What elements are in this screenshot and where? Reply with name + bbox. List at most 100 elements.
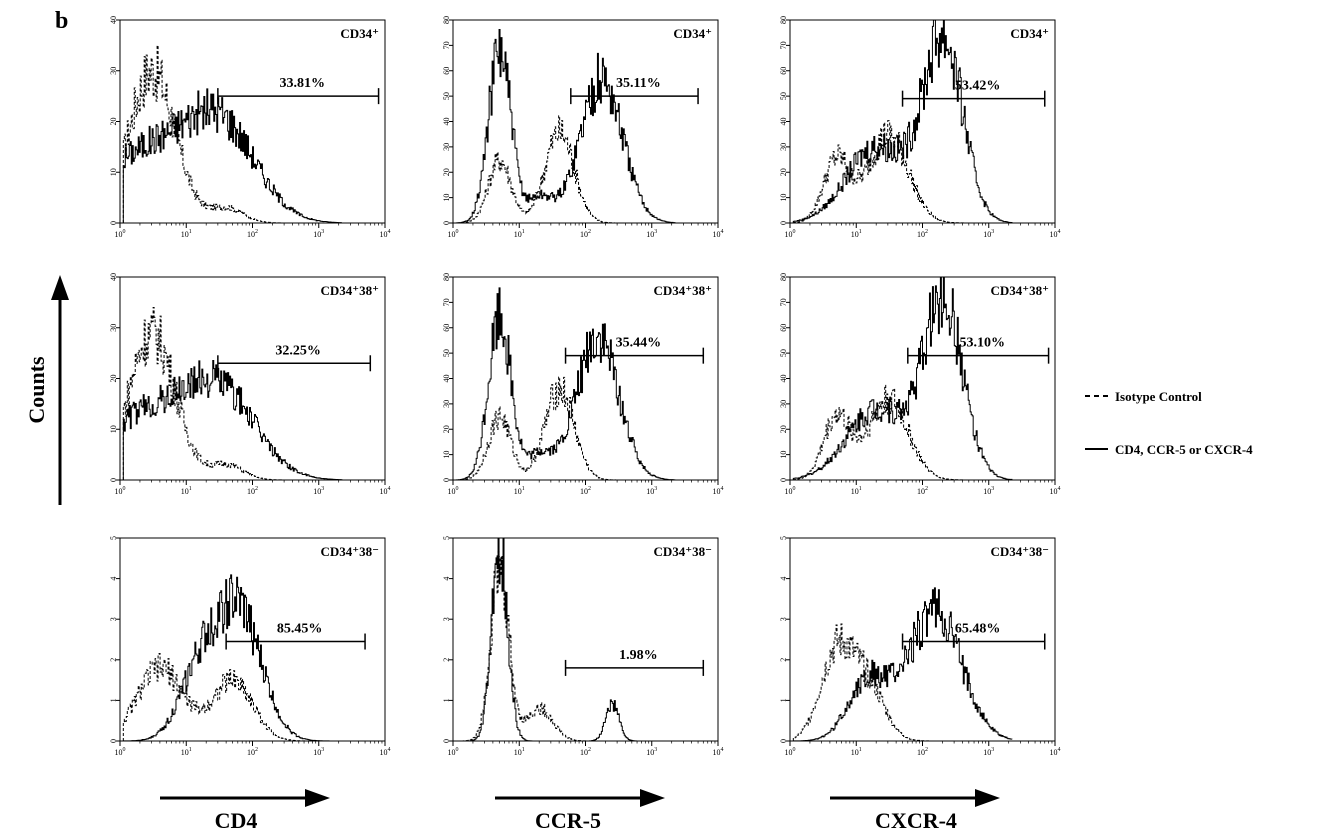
plot-frame — [789, 19, 1056, 224]
marker-trace — [122, 360, 343, 481]
y-tick-label: 1 — [779, 698, 788, 702]
y-axis-arrow — [51, 275, 69, 505]
histogram-panel-2-1: 100 101 102 103 104 0 1 2 3 4 5 1.98% CD34⁺38⁻ — [442, 536, 724, 757]
y-tick-label: 20 — [779, 425, 788, 433]
y-tick-label: 0 — [779, 478, 788, 482]
gate-bar — [564, 347, 705, 364]
population-label: CD34⁺38⁺ — [654, 283, 713, 298]
marker-trace — [122, 574, 343, 742]
plot-frame — [452, 19, 719, 224]
x-tick-label: 101 — [851, 747, 862, 757]
x-tick-label: 103 — [313, 747, 324, 757]
percent-label: 35.11% — [616, 76, 661, 91]
population-label: CD34⁺ — [1010, 26, 1049, 41]
x-axis-arrow-ccr5 — [495, 789, 665, 807]
y-tick-label: 0 — [779, 221, 788, 225]
x-tick-label: 103 — [983, 229, 994, 239]
x-tick-label: 100 — [115, 486, 126, 496]
y-tick-label: 10 — [109, 168, 118, 176]
population-label: CD34⁺ — [673, 26, 712, 41]
percent-label: 35.44% — [616, 336, 662, 351]
y-tick-label: 20 — [442, 168, 451, 176]
x-tick-label: 103 — [313, 486, 324, 496]
histogram-panel-0-1: 100 101 102 103 104 0 10 20 30 40 50 60 70 80 35.11% CD… — [442, 16, 724, 239]
gate-bar — [217, 355, 372, 372]
marker-trace — [455, 28, 676, 224]
isotype-control-trace — [455, 376, 675, 481]
x-tick-label: 103 — [983, 486, 994, 496]
histogram-panel-1-0: 100 101 102 103 104 0 10 20 30 40 32.25% CD34⁺38⁺ — [109, 273, 391, 496]
x-axis-arrow-cd4 — [160, 789, 330, 807]
histogram-panel-1-2: 100 101 102 103 104 0 10 20 30 40 50 60 70 80 53.10% CD… — [779, 273, 1061, 496]
population-label: CD34⁺38⁻ — [991, 544, 1050, 559]
x-tick-label: 104 — [1050, 486, 1061, 496]
y-tick-label: 70 — [779, 298, 788, 306]
x-tick-label: 101 — [181, 486, 192, 496]
x-tick-label: 104 — [1050, 747, 1061, 757]
y-tick-label: 0 — [442, 221, 451, 225]
y-tick-label: 10 — [779, 194, 788, 202]
y-tick-label: 0 — [779, 739, 788, 743]
y-tick-label: 40 — [442, 118, 451, 126]
x-tick-label: 104 — [380, 486, 391, 496]
percent-label: 53.42% — [955, 79, 1001, 94]
x-axis-arrow-cxcr4 — [830, 789, 1000, 807]
y-tick-label: 3 — [442, 617, 451, 621]
gate-bar — [907, 347, 1050, 364]
x-tick-label: 103 — [983, 747, 994, 757]
marker-trace — [122, 88, 343, 224]
y-tick-label: 30 — [109, 324, 118, 332]
x-tick-label: 104 — [713, 229, 724, 239]
x-tick-label: 102 — [247, 229, 258, 239]
x-tick-label: 101 — [514, 486, 525, 496]
y-tick-label: 30 — [109, 67, 118, 75]
population-label: CD34⁺ — [340, 26, 379, 41]
y-tick-label: 20 — [779, 168, 788, 176]
y-tick-label: 80 — [779, 273, 788, 281]
y-tick-label: 40 — [779, 118, 788, 126]
isotype-control-trace — [122, 653, 342, 742]
histogram-panel-0-0: 100 101 102 103 104 0 10 20 30 40 33.81% CD34⁺ — [109, 16, 391, 239]
isotype-control-trace — [455, 115, 675, 224]
x-tick-label: 102 — [580, 747, 591, 757]
x-tick-label: 102 — [580, 486, 591, 496]
marker-trace — [792, 19, 1013, 224]
y-tick-label: 20 — [109, 118, 118, 126]
y-tick-label: 0 — [109, 478, 118, 482]
x-tick-label: 102 — [917, 747, 928, 757]
y-tick-label: 50 — [442, 349, 451, 357]
population-label: CD34⁺38⁺ — [321, 283, 380, 298]
x-tick-label: 101 — [851, 229, 862, 239]
x-tick-label: 100 — [448, 747, 459, 757]
y-tick-label: 4 — [442, 577, 451, 581]
isotype-control-trace — [792, 623, 1012, 742]
plot-frame — [452, 537, 719, 742]
gate-bar — [225, 633, 366, 650]
marker-trace — [455, 287, 676, 481]
y-tick-label: 2 — [109, 658, 118, 662]
y-tick-label: 40 — [442, 375, 451, 383]
population-label: CD34⁺38⁻ — [321, 544, 380, 559]
y-tick-label: 1 — [442, 698, 451, 702]
x-tick-label: 104 — [380, 747, 391, 757]
y-tick-label: 10 — [779, 451, 788, 459]
x-axis-label-cd4: CD4 — [215, 808, 258, 833]
y-tick-label: 60 — [779, 324, 788, 332]
y-tick-label: 30 — [779, 400, 788, 408]
y-tick-label: 0 — [109, 221, 118, 225]
y-tick-label: 30 — [442, 143, 451, 151]
histogram-panel-2-2: 100 101 102 103 104 0 1 2 3 4 5 65.48% CD34⁺38⁻ — [779, 536, 1061, 757]
y-tick-label: 80 — [442, 273, 451, 281]
y-tick-label: 80 — [779, 16, 788, 24]
y-tick-label: 0 — [442, 478, 451, 482]
x-tick-label: 104 — [1050, 229, 1061, 239]
y-tick-label: 20 — [442, 425, 451, 433]
x-tick-label: 102 — [247, 747, 258, 757]
y-axis-label: Counts — [24, 356, 49, 424]
x-tick-label: 100 — [785, 229, 796, 239]
x-tick-label: 100 — [448, 486, 459, 496]
percent-label: 85.45% — [277, 622, 323, 637]
x-tick-label: 102 — [917, 486, 928, 496]
marker-trace — [456, 537, 675, 742]
